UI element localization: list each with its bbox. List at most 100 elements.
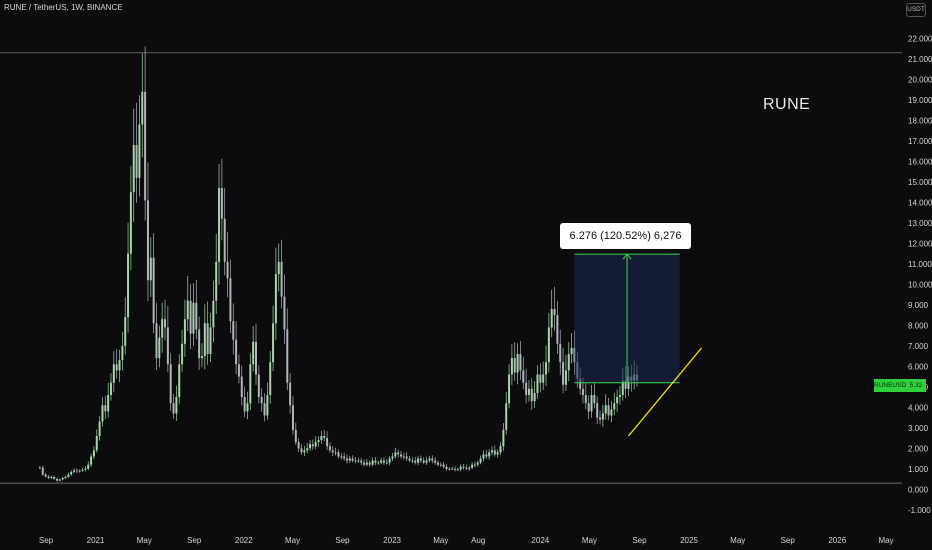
candle-body [309,444,312,449]
candle-body [58,479,61,481]
candle-body [64,476,67,478]
trendline[interactable] [627,347,703,437]
candle-body [570,347,573,355]
candle-body [516,354,519,373]
candle-body [286,329,289,383]
candle-body [138,124,141,178]
candle-body [158,337,161,359]
candle-body [559,343,562,363]
candle-body [394,452,397,457]
y-tick-label: 0.000 [908,485,929,494]
candle-body [519,354,522,371]
candle-body [226,261,229,279]
candle-body [277,261,280,275]
candle-body [365,462,368,465]
candle-body [320,435,323,441]
y-tick-label: 9.000 [908,301,929,310]
candle-body [252,341,255,365]
y-axis[interactable]: 22.000 21.000 20.000 19.000 18.000 17.000 16.0… [908,34,932,514]
candle-body [195,302,198,330]
candle-body [539,374,542,383]
candle-body [374,460,377,463]
candle-body [84,468,87,470]
y-tick-label: 11.000 [908,260,932,269]
candle-body [445,466,448,469]
candle-body [550,308,553,328]
candle-body [129,192,132,254]
candle-body [243,397,246,412]
candle-body [161,319,164,338]
candle-body [616,397,619,404]
chart-annotation-label: RUNE [763,96,811,113]
x-tick-label: May [582,536,597,545]
candle-body [564,370,567,385]
candle-body [351,458,354,461]
candle-body [300,448,303,453]
y-tick-label: 20.000 [908,75,932,84]
candle-body [189,300,192,334]
x-axis[interactable]: Sep 2021 May Sep 2022 May Sep 2023 May Aug 2024 May… [39,536,894,545]
candle-body [186,300,189,320]
y-tick-label: 15.000 [908,178,932,187]
y-tick-label: 10.000 [908,280,932,289]
candle-body [485,454,488,457]
candle-body [206,323,209,355]
candle-body [530,388,533,402]
candle-body [473,464,476,466]
measure-readout: 6.276 (120.52%) 6,276 [560,223,691,249]
candle-body [323,435,326,439]
candle-body [490,450,493,453]
candle-body [533,392,536,402]
x-tick-label: 2024 [531,536,549,545]
candle-body [411,460,414,462]
candle-body [337,452,340,457]
y-tick-label: 7.000 [908,342,929,351]
candle-body [607,405,610,416]
x-tick-label: Sep [335,536,350,545]
y-tick-label: 2.000 [908,444,929,453]
candle-body [388,458,391,463]
symbol-title: RUNE / TetherUS, 1W, BINANCE [4,3,123,12]
candle-body [53,476,56,480]
candle-body [155,323,158,359]
candle-body [44,474,47,477]
candle-body [505,403,508,430]
candle-body [152,257,155,324]
candle-body [50,476,53,478]
y-tick-label: 4.000 [908,403,929,412]
x-tick-label: May [730,536,745,545]
candle-body [340,456,343,458]
candle-body [579,378,582,389]
candle-body [109,382,112,396]
y-tick-label: 6.000 [908,362,929,371]
candle-body [326,438,329,447]
candle-body [357,460,360,462]
candle-body [348,458,351,461]
candle-body [135,145,138,178]
y-tick-label: 19.000 [908,96,932,105]
x-tick-label: Sep [632,536,647,545]
candle-body [331,450,334,453]
candle-body [593,395,596,404]
candle-body [107,395,110,412]
candle-body [380,460,383,463]
candle-body [263,403,266,416]
currency-badge[interactable]: USDT [906,3,926,17]
candle-body [456,469,459,471]
candle-body [272,323,275,363]
candle-body [257,374,260,398]
candle-body [212,300,215,328]
candle-body [249,364,252,404]
candle-body [547,327,550,363]
candle-body [215,261,218,301]
candle-body [454,468,457,470]
candle-body [260,397,263,404]
candle-body [553,308,556,316]
candle-body [203,323,206,357]
candle-body [164,319,167,328]
price-range-measure[interactable] [574,253,680,384]
candle-body [385,462,388,464]
candle-body [144,91,147,201]
